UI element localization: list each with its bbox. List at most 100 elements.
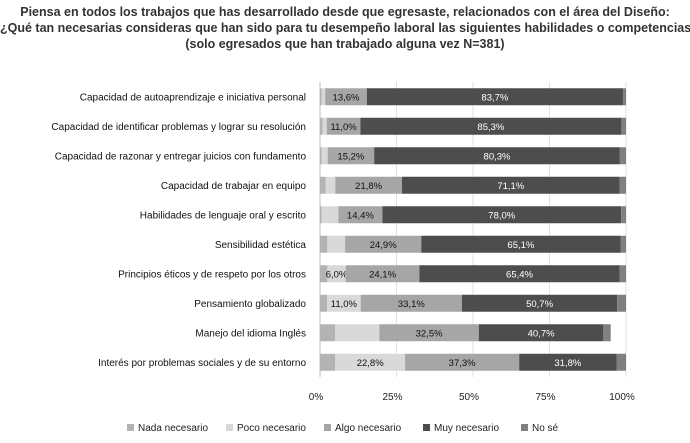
x-tick-label: 100% [609, 392, 635, 403]
data-label: 6,0% [326, 269, 348, 280]
category-label: Pensamiento globalizado [194, 299, 306, 310]
bar-segment [320, 206, 322, 224]
chart-subtitle: (solo egresados que han trabajado alguna… [185, 37, 505, 51]
category-label: Capacidad de autoaprendizaje e iniciativ… [80, 92, 306, 103]
legend-swatch [324, 424, 331, 431]
bar-segment [327, 294, 361, 312]
legend-entry: Algo necesario [335, 423, 402, 434]
bar-segment [366, 88, 623, 106]
data-label: 85,3% [477, 122, 504, 133]
bar-segment [402, 176, 620, 194]
bar-segment [338, 206, 383, 224]
bar-segment [320, 117, 323, 135]
legend-entry: Poco necesario [237, 423, 306, 434]
x-axis-ticks: 0% 25% 50% 75% 100% [309, 392, 635, 403]
data-label: 78,0% [488, 210, 515, 221]
data-label: 31,8% [554, 358, 581, 369]
bar-segment [327, 235, 346, 253]
bar-segment [326, 117, 361, 135]
data-label: 24,1% [369, 269, 396, 280]
data-label: 11,0% [331, 299, 358, 310]
bar-segment [327, 147, 375, 165]
bar-segment [321, 88, 326, 106]
bar-segment [325, 176, 336, 194]
bar-segment [320, 265, 328, 283]
legend-swatch [127, 424, 134, 431]
data-label: 71,1% [497, 181, 524, 192]
bar-segment [320, 324, 336, 342]
category-label: Sensibilidad estética [215, 240, 307, 251]
data-label: 14,4% [347, 210, 374, 221]
category-label: Capacidad de identificar problemas y log… [51, 122, 306, 133]
category-label: Capacidad de trabajar en equipo [161, 181, 307, 192]
bar-segment [405, 353, 520, 371]
bar-segment [622, 88, 626, 106]
bar-segment [421, 235, 621, 253]
data-label: 15,2% [337, 151, 364, 162]
bar-segment [345, 235, 422, 253]
data-label: 40,7% [528, 328, 555, 339]
bar-segment [617, 294, 626, 312]
legend-swatch [226, 424, 233, 431]
chart-title-line-2: ¿Qué tan necesarias consideras que han s… [0, 21, 690, 35]
data-label: 65,4% [506, 269, 533, 280]
bar-segment [335, 176, 403, 194]
bar-segment [619, 265, 626, 283]
bar-segment [360, 117, 622, 135]
bar-segment [619, 176, 626, 194]
category-labels: Capacidad de autoaprendizaje e iniciativ… [51, 92, 306, 369]
bar-segment [621, 117, 626, 135]
data-label: 11,0% [330, 122, 357, 133]
bar-segment [461, 294, 618, 312]
x-tick-label: 25% [382, 392, 402, 403]
bar-segment [620, 235, 626, 253]
legend-entry: Muy necesario [434, 423, 499, 434]
bar-segment [325, 88, 367, 106]
category-label: Manejo del idioma Inglés [195, 328, 306, 339]
bar-segment [320, 294, 328, 312]
category-label: Principios éticos y de respeto por los o… [118, 269, 306, 280]
bar-segment [374, 147, 620, 165]
x-tick-label: 75% [535, 392, 555, 403]
bar-segment [419, 265, 620, 283]
data-label: 50,7% [526, 299, 553, 310]
bar-segment [320, 176, 326, 194]
bar-segment [321, 147, 328, 165]
data-label: 24,9% [370, 240, 397, 251]
data-label: 83,7% [481, 92, 508, 103]
bar-segment [327, 265, 346, 283]
bars: 13,6% 83,7% 11,0% 85,3% 15,2% 80,3% 21,8% 71,1%… [320, 88, 626, 371]
data-label: 80,3% [484, 151, 511, 162]
data-label: 32,5% [416, 328, 443, 339]
bar-segment [320, 88, 322, 106]
legend-entry: No sé [532, 423, 559, 434]
bar-segment [320, 147, 322, 165]
category-label: Capacidad de razonar y entregar juicios … [55, 151, 307, 162]
bar-segment [478, 324, 604, 342]
x-tick-label: 50% [459, 392, 479, 403]
data-label: 13,6% [333, 92, 360, 103]
legend: Nada necesario Poco necesario Algo necesar… [127, 423, 559, 434]
data-label: 22,8% [357, 358, 384, 369]
bar-segment [619, 147, 626, 165]
bar-segment [603, 324, 611, 342]
legend-swatch [521, 424, 528, 431]
category-label: Interés por problemas sociales y de su e… [98, 358, 306, 369]
bar-segment [335, 353, 406, 371]
bar-segment [360, 294, 462, 312]
x-tick-label: 0% [309, 392, 324, 403]
data-label: 37,3% [449, 358, 476, 369]
legend-entry: Nada necesario [138, 423, 208, 434]
data-label: 33,1% [398, 299, 425, 310]
bar-segment [320, 353, 336, 371]
bar-segment [322, 117, 327, 135]
bar-segment [345, 265, 420, 283]
data-label: 21,8% [355, 181, 382, 192]
bar-segment [616, 353, 626, 371]
bar-segment [320, 235, 328, 253]
bar-segment [519, 353, 617, 371]
bar-segment [382, 206, 622, 224]
data-label: 65,1% [507, 240, 534, 251]
bar-segment [379, 324, 479, 342]
